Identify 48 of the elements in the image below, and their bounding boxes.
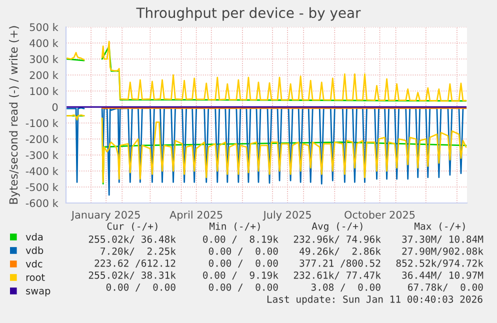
y-tick-label: 200 k <box>30 71 58 80</box>
y-tick-label: 100 k <box>30 87 58 96</box>
text: 232.96k/ 74.96k <box>294 235 381 244</box>
y-tick-label: 500 k <box>30 23 58 32</box>
x-tick-label: April 2025 <box>170 210 222 221</box>
y-tick-label: -400 k <box>26 167 58 176</box>
text: 0.00 / 0.00 <box>208 259 278 268</box>
y-tick-label: 400 k <box>30 39 58 48</box>
text: 0.00 / 9.19k <box>203 271 278 280</box>
x-tick-label: October 2025 <box>344 210 415 219</box>
text: 36.44M/ 10.97M <box>402 271 484 280</box>
x-tick-label: January 2025 <box>70 210 140 221</box>
text: 232.61k/ 77.47k <box>294 271 381 280</box>
y-tick-label: 0 <box>52 103 58 112</box>
text: 49.26k/ 2.86k <box>300 247 381 256</box>
text: 0.00 / 0.00 <box>208 283 278 292</box>
text: 852.52k/974.72k <box>396 259 484 268</box>
legend-label: vdc <box>26 260 42 268</box>
y-tick-label: 300 k <box>30 55 58 64</box>
text: 3.08 / 0.00 <box>311 283 380 292</box>
text: Max (-/+) <box>414 222 465 231</box>
text: Min (-/+) <box>210 222 260 231</box>
text: 0.00 / 0.00 <box>106 283 176 292</box>
text: 7.20k/ 2.25k <box>100 247 176 256</box>
chart-title: Throughput per device - by year <box>136 7 361 21</box>
text: 67.78k/ 0.00 <box>408 283 483 292</box>
y-tick-label: -300 k <box>26 151 58 160</box>
text: 0.00 / 8.19k <box>203 235 278 244</box>
x-tick-label: July 2025 <box>262 210 311 221</box>
text: 0.00 / 0.00 <box>208 247 278 256</box>
text: Last update: Sun Jan 11 00:40:03 2026 <box>267 295 482 305</box>
text: 255.02k/ 36.48k <box>88 235 176 244</box>
text: Cur (-/+) <box>107 222 158 231</box>
y-tick-label: -600 k <box>26 199 58 208</box>
legend-label: swap <box>26 288 50 296</box>
text: 27.90M/902.08k <box>402 247 484 256</box>
text: 377.21 /800.52 <box>300 259 380 268</box>
text: 255.02k/ 38.31k <box>88 271 176 280</box>
legend-label: vda <box>26 233 43 241</box>
legend-label: vdb <box>26 246 44 254</box>
y-tick-label: -500 k <box>26 183 58 192</box>
y-tick-label: -200 k <box>26 135 58 144</box>
text: Avg (-/+) <box>312 222 362 232</box>
legend-label: root <box>26 274 45 282</box>
y-axis-title: Bytes/second read (-) / write (+) <box>9 26 20 204</box>
text: 223.62 /612.12 <box>94 259 176 268</box>
text: 37.30M/ 10.84M <box>402 235 484 244</box>
y-tick-label: -100 k <box>26 119 58 128</box>
